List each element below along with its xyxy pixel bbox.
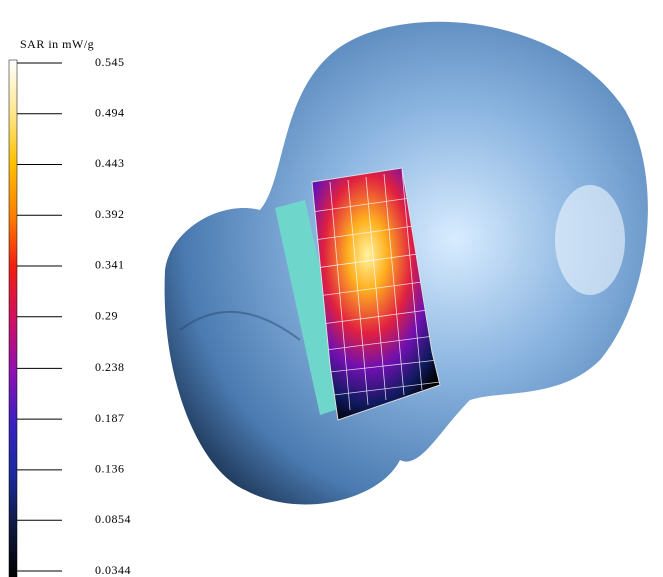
tick-label: 0.0854 bbox=[95, 512, 131, 526]
sar-view: SAR in mW/g 0.545 0.494 0.443 0.392 0.341 0.2… bbox=[0, 0, 663, 577]
tick-label: 0.0344 bbox=[95, 563, 131, 577]
tick-label: 0.187 bbox=[95, 411, 125, 425]
colorbar-title: SAR in mW/g bbox=[20, 37, 94, 51]
head-model bbox=[165, 22, 648, 505]
tick-label: 0.494 bbox=[95, 105, 125, 119]
tick-label: 0.545 bbox=[95, 55, 125, 69]
tick-label: 0.238 bbox=[95, 360, 125, 374]
tick-label: 0.392 bbox=[95, 207, 125, 221]
tick-label: 0.29 bbox=[95, 308, 118, 322]
tick-label: 0.136 bbox=[95, 462, 125, 476]
tick-label: 0.443 bbox=[95, 156, 125, 170]
colorbar bbox=[9, 60, 17, 577]
tick-label: 0.341 bbox=[95, 258, 125, 272]
